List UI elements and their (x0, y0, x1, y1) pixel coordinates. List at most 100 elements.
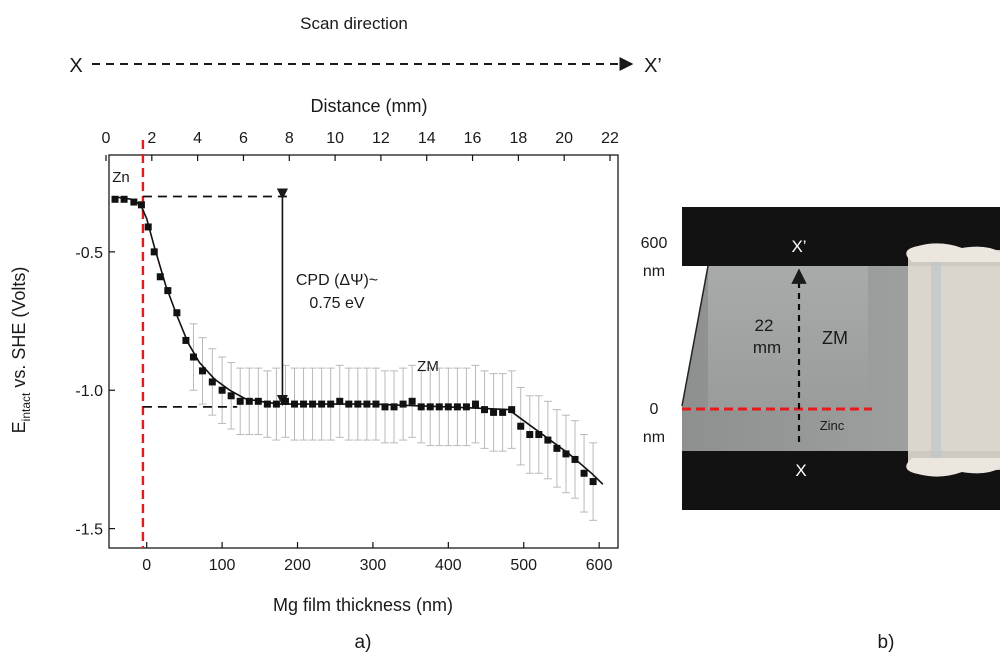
x2-tick-label: 16 (464, 130, 482, 147)
x2-tick-label: 10 (326, 130, 344, 147)
x2-tick-label: 20 (555, 130, 573, 147)
error-bars (189, 324, 597, 520)
x2-tick-label: 8 (285, 130, 294, 147)
cpd-label-line2: 0.75 eV (309, 295, 364, 312)
distance-unit: mm (753, 338, 781, 357)
data-point (273, 401, 280, 408)
scan-start-label: X (69, 55, 82, 77)
scan-direction-label: Scan direction (300, 14, 408, 33)
cpd-label-line1: CPD (ΔΨ)~ (296, 272, 378, 289)
data-point (363, 401, 370, 408)
data-point (572, 456, 579, 463)
y-tick-label: -1.5 (75, 522, 103, 539)
data-point (562, 450, 569, 457)
x-axis-title: Mg film thickness (nm) (273, 595, 453, 615)
x2-tick-label: 4 (193, 130, 202, 147)
data-point (255, 398, 262, 405)
data-point (499, 409, 506, 416)
data-point (427, 403, 434, 410)
x2-tick-label: 0 (102, 130, 111, 147)
data-point (237, 398, 244, 405)
panel-label-a: a) (355, 632, 372, 653)
guide-lines (143, 140, 290, 548)
x-tick-label: 100 (209, 557, 236, 574)
data-point (151, 248, 158, 255)
zinc-photo-label: Zinc (820, 418, 845, 433)
panel-label-b: b) (878, 632, 895, 653)
data-point (145, 223, 152, 230)
data-point (130, 199, 137, 206)
data-point (481, 406, 488, 413)
thickness-600-label: 600 (641, 235, 668, 252)
data-point (544, 437, 551, 444)
data-point (300, 401, 307, 408)
zm-photo-label: ZM (822, 328, 848, 348)
data-point (345, 401, 352, 408)
data-point (418, 403, 425, 410)
data-point (173, 309, 180, 316)
data-point (535, 431, 542, 438)
plot-area: 0 100 200 300 400 500 600 0 2 4 6 8 10 12 14 16 18 20 22 … (75, 130, 619, 574)
thickness-unit-top: nm (643, 263, 665, 280)
x2-tick-label: 22 (601, 130, 619, 147)
data-point (391, 403, 398, 410)
data-point (400, 401, 407, 408)
data-point (291, 401, 298, 408)
data-point (246, 398, 253, 405)
data-point (517, 423, 524, 430)
photo-x-prime: X’ (791, 237, 806, 256)
data-point (318, 401, 325, 408)
sample-photo: X’ X 22 mm ZM Zinc 600 nm 0 nm (641, 207, 1000, 510)
y-tick-label: -1.0 (75, 383, 103, 400)
data-point (219, 387, 226, 394)
data-point (508, 406, 515, 413)
data-point (463, 403, 470, 410)
x-tick-label: 600 (586, 557, 613, 574)
x-tick-label: 300 (360, 557, 387, 574)
data-point (209, 378, 216, 385)
clamp-sealant (908, 250, 1000, 470)
top-axis-ticks: 0 2 4 6 8 10 12 14 16 18 20 22 (102, 130, 619, 161)
data-point (121, 196, 128, 203)
y-axis-title: Eintact vs. SHE (Volts) (9, 267, 33, 434)
data-point (590, 478, 597, 485)
x-tick-label: 500 (510, 557, 537, 574)
photo-x: X (795, 461, 806, 480)
plot-frame (109, 155, 618, 548)
data-point (445, 403, 452, 410)
zm-label: ZM (417, 358, 439, 375)
x2-tick-label: 12 (372, 130, 390, 147)
data-point (581, 470, 588, 477)
zn-label: Zn (112, 169, 130, 186)
distance-value: 22 (755, 316, 774, 335)
top-axis-title: Distance (mm) (310, 96, 427, 116)
data-point (409, 398, 416, 405)
data-point (553, 445, 560, 452)
x-tick-label: 400 (435, 557, 462, 574)
bottom-axis-ticks: 0 100 200 300 400 500 600 (142, 542, 612, 574)
data-point (372, 401, 379, 408)
data-point (228, 392, 235, 399)
thickness-0-label: 0 (650, 401, 659, 418)
data-point (526, 431, 533, 438)
o-ring-gap (931, 262, 941, 458)
data-point (381, 403, 388, 410)
x-tick-label: 0 (142, 557, 151, 574)
scan-end-label: X’ (644, 55, 662, 77)
thickness-unit-bottom: nm (643, 429, 665, 446)
data-point (182, 337, 189, 344)
x-tick-label: 200 (284, 557, 311, 574)
data-point (327, 401, 334, 408)
data-point (436, 403, 443, 410)
data-points (112, 196, 597, 485)
data-point (490, 409, 497, 416)
data-point (164, 287, 171, 294)
x2-tick-label: 14 (418, 130, 436, 147)
data-point (199, 367, 206, 374)
data-point (336, 398, 343, 405)
data-point (354, 401, 361, 408)
data-point (138, 201, 145, 208)
data-point (190, 354, 197, 361)
data-point (112, 196, 119, 203)
